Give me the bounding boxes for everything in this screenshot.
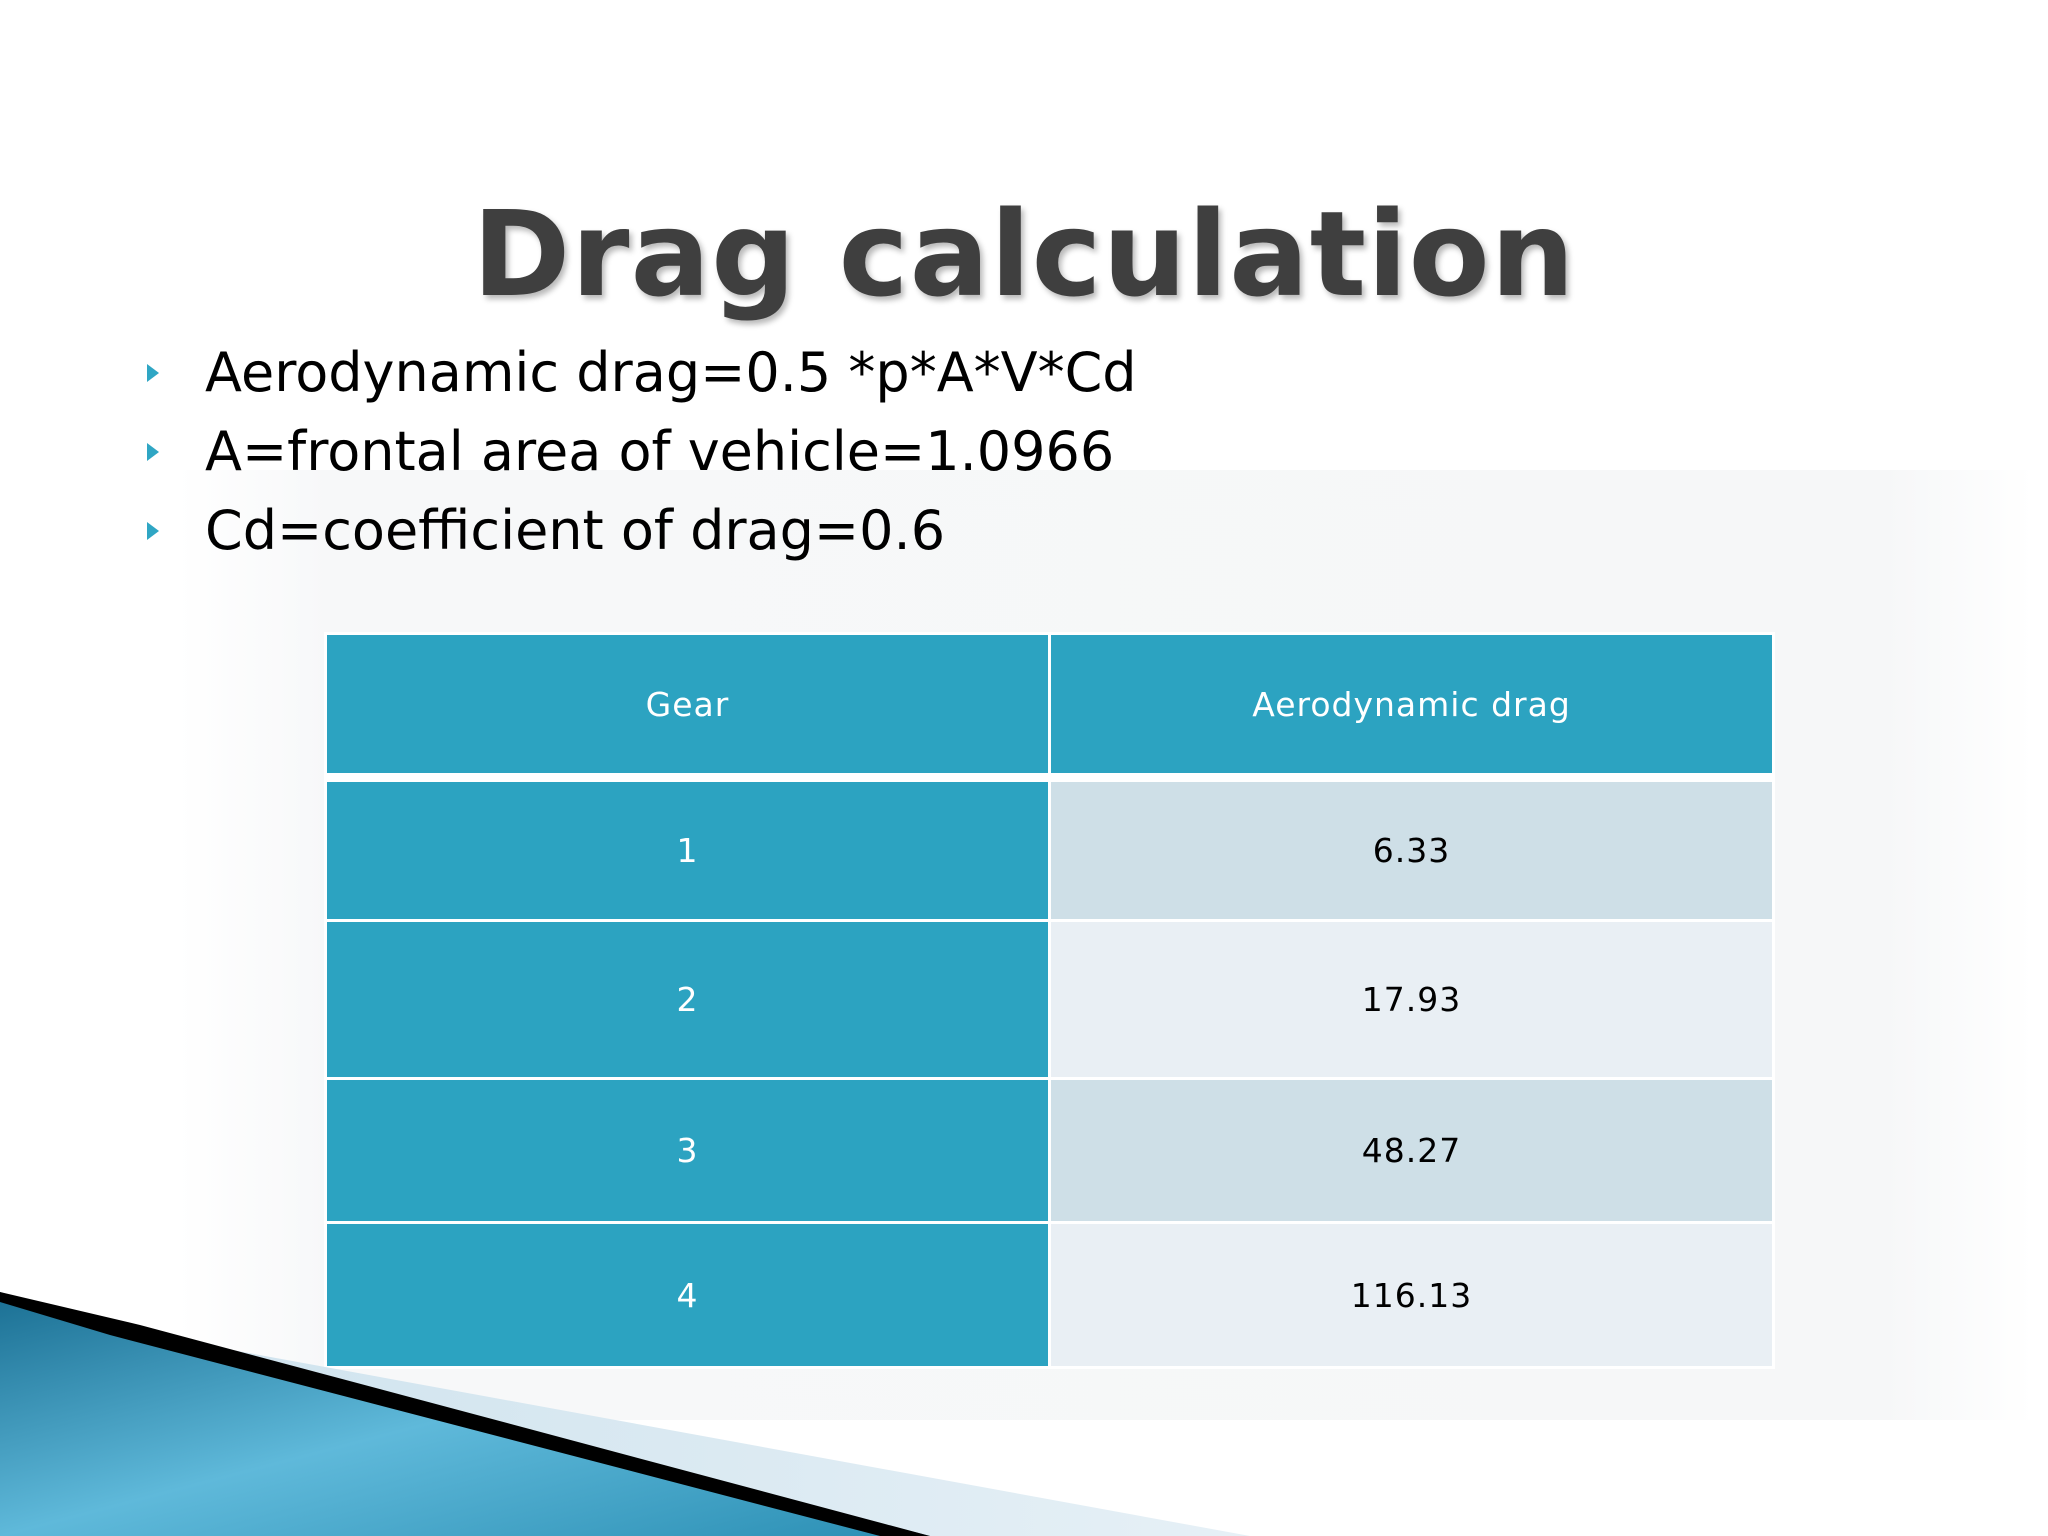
drag-table: Gear Aerodynamic drag 1 6.33 2 17.93 3 4… [324, 632, 1775, 1369]
slide-title: Drag calculation [472, 185, 1576, 324]
gear-cell: 4 [324, 1221, 1051, 1369]
drag-cell: 6.33 [1048, 776, 1775, 922]
table-row: 2 17.93 [324, 919, 1775, 1080]
bullet-item: Cd=coefficient of drag=0.6 [145, 491, 1137, 570]
table-header-row: Gear Aerodynamic drag [324, 632, 1775, 779]
bullet-text: A=frontal area of vehicle=1.0966 [205, 420, 1115, 483]
drag-cell: 48.27 [1048, 1077, 1775, 1224]
bullet-text: Cd=coefficient of drag=0.6 [205, 499, 946, 562]
table-row: 3 48.27 [324, 1077, 1775, 1224]
table-row: 4 116.13 [324, 1221, 1775, 1369]
triangle-right-icon [145, 333, 205, 412]
gear-cell: 1 [324, 776, 1051, 922]
drag-cell: 116.13 [1048, 1221, 1775, 1369]
bullet-item: A=frontal area of vehicle=1.0966 [145, 412, 1137, 491]
table-row: 1 6.33 [324, 776, 1775, 922]
gear-cell: 2 [324, 919, 1051, 1080]
gear-cell: 3 [324, 1077, 1051, 1224]
bullet-text: Aerodynamic drag=0.5 *p*A*V*Cd [205, 341, 1137, 404]
column-header-gear: Gear [324, 632, 1051, 779]
drag-cell: 17.93 [1048, 919, 1775, 1080]
bullet-item: Aerodynamic drag=0.5 *p*A*V*Cd [145, 333, 1137, 412]
triangle-right-icon [145, 491, 205, 570]
bullet-list: Aerodynamic drag=0.5 *p*A*V*Cd A=frontal… [145, 333, 1137, 570]
column-header-aerodynamic-drag: Aerodynamic drag [1048, 632, 1775, 779]
triangle-right-icon [145, 412, 205, 491]
